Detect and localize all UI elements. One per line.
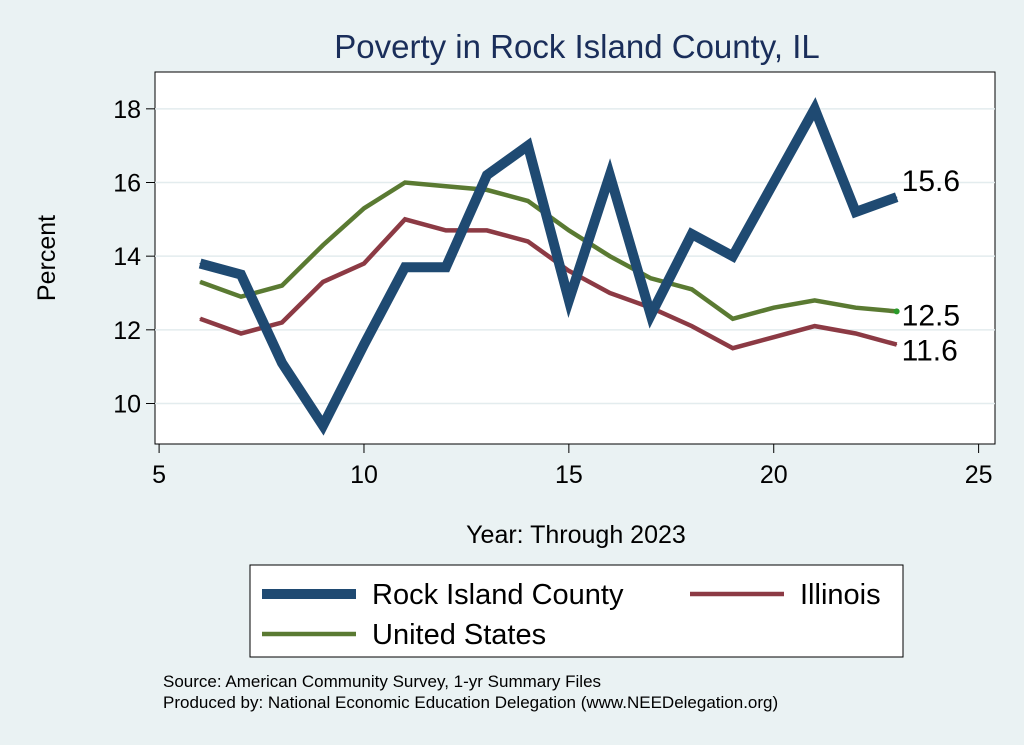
data-point-rock-island-county bbox=[486, 174, 488, 176]
data-point-united-states bbox=[240, 296, 242, 298]
data-point-united-states bbox=[855, 307, 857, 309]
end-label-illinois: 11.6 bbox=[902, 335, 958, 368]
data-point-rock-island-county bbox=[855, 211, 857, 213]
end-label-united-states: 12.5 bbox=[902, 299, 960, 332]
legend-label-illinois: Illinois bbox=[800, 579, 881, 611]
data-point-illinois bbox=[609, 292, 611, 294]
y-axis-label: Percent bbox=[33, 215, 61, 301]
data-point-rock-island-county bbox=[773, 181, 775, 184]
x-tick-label: 5 bbox=[152, 461, 166, 489]
plot-area bbox=[154, 71, 996, 445]
data-point-illinois bbox=[855, 332, 857, 335]
data-point-illinois bbox=[527, 240, 529, 243]
data-point-rock-island-county bbox=[404, 266, 406, 268]
legend-label-united-states: United States bbox=[372, 619, 546, 651]
data-point-united-states bbox=[773, 307, 775, 309]
data-point-united-states bbox=[732, 318, 734, 320]
data-point-rock-island-county bbox=[814, 108, 816, 110]
end-label-rock-island-county: 15.6 bbox=[902, 165, 960, 198]
data-point-rock-island-county bbox=[609, 174, 611, 176]
data-point-illinois bbox=[363, 262, 365, 265]
gridlines bbox=[155, 108, 995, 405]
data-point-rock-island-county bbox=[896, 196, 898, 198]
end-labels: 15.6 11.612.5 bbox=[902, 165, 960, 367]
legend-box bbox=[249, 564, 904, 658]
x-tick-label: 25 bbox=[965, 461, 993, 489]
data-point-rock-island-county bbox=[322, 424, 324, 427]
data-point-illinois bbox=[404, 218, 406, 220]
data-point-rock-island-county bbox=[281, 362, 283, 364]
series-layer bbox=[198, 97, 900, 436]
x-tick-label: 20 bbox=[760, 461, 788, 489]
data-point-rock-island-county bbox=[527, 145, 529, 147]
data-point-rock-island-county bbox=[732, 255, 734, 257]
series-line-illinois bbox=[199, 216, 898, 351]
y-tick-label: 18 bbox=[113, 96, 141, 124]
data-point-illinois bbox=[445, 229, 447, 231]
y-tick-label: 16 bbox=[113, 169, 141, 197]
data-point-illinois bbox=[814, 325, 816, 327]
data-point-illinois bbox=[896, 343, 898, 346]
data-point-illinois bbox=[732, 347, 734, 349]
y-tick-label: 14 bbox=[113, 243, 141, 271]
series-line-rock-island-county bbox=[198, 97, 899, 436]
end-point-marker bbox=[893, 308, 900, 315]
chart-title: Poverty in Rock Island County, IL bbox=[334, 28, 819, 65]
data-point-rock-island-county bbox=[363, 343, 365, 346]
y-tick-label: 10 bbox=[113, 390, 141, 418]
data-point-united-states bbox=[650, 277, 652, 279]
data-point-illinois bbox=[199, 318, 201, 320]
axes: 10 12 14 16 18 5 10 15 20 25 bbox=[113, 96, 992, 489]
data-point-illinois bbox=[773, 336, 775, 338]
data-point-rock-island-county bbox=[650, 314, 652, 316]
data-point-united-states bbox=[568, 229, 570, 231]
data-point-united-states bbox=[527, 200, 529, 202]
data-point-united-states bbox=[199, 281, 201, 283]
source-note: Source: American Community Survey, 1-yr … bbox=[163, 672, 601, 691]
x-tick-label: 15 bbox=[555, 461, 583, 489]
data-point-illinois bbox=[240, 332, 242, 335]
data-point-rock-island-county bbox=[568, 299, 570, 301]
data-point-illinois bbox=[486, 229, 488, 231]
data-point-illinois bbox=[691, 325, 693, 327]
data-point-united-states bbox=[404, 181, 406, 184]
data-point-rock-island-county bbox=[240, 273, 242, 276]
data-point-rock-island-county bbox=[445, 266, 447, 268]
legend: Rock Island County Illinois United States bbox=[249, 564, 904, 658]
data-point-united-states bbox=[814, 299, 816, 301]
data-point-rock-island-county bbox=[691, 233, 693, 235]
data-point-united-states bbox=[609, 255, 611, 257]
x-tick-label: 10 bbox=[350, 461, 378, 489]
data-point-illinois bbox=[568, 270, 570, 272]
data-point-united-states bbox=[691, 288, 693, 290]
data-point-united-states bbox=[281, 285, 283, 287]
data-point-rock-island-county bbox=[199, 262, 201, 265]
data-point-illinois bbox=[322, 281, 324, 283]
produced-by-note: Produced by: National Economic Education… bbox=[163, 693, 778, 712]
y-tick-label: 12 bbox=[113, 317, 141, 345]
data-point-illinois bbox=[281, 321, 283, 324]
data-point-united-states bbox=[486, 189, 488, 191]
x-axis-label: Year: Through 2023 bbox=[466, 521, 686, 549]
data-point-united-states bbox=[445, 185, 447, 187]
legend-label-rock-island-county: Rock Island County bbox=[372, 579, 624, 611]
data-point-united-states bbox=[322, 244, 324, 246]
data-point-united-states bbox=[363, 207, 365, 209]
